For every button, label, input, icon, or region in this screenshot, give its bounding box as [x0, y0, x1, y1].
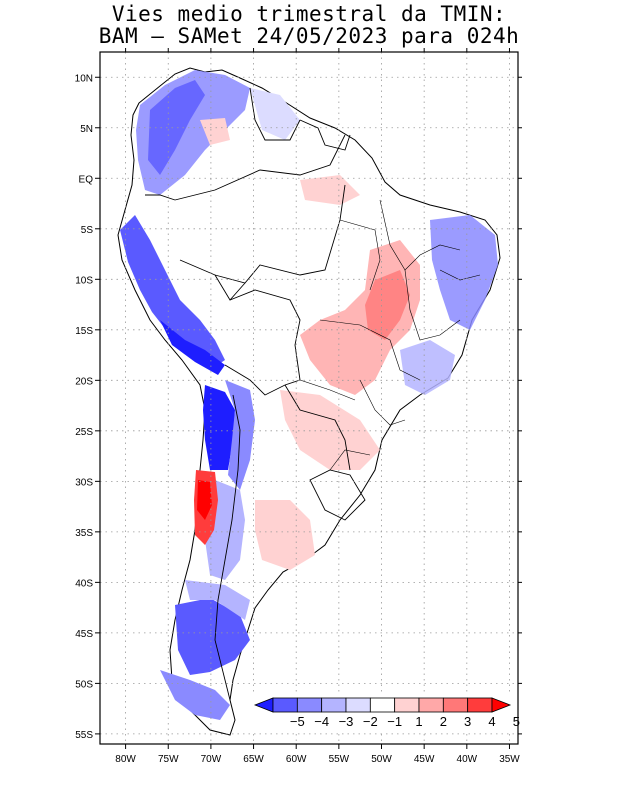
y-axis-latitude: 10N 5N EQ 5S 10S 15S 20S 25S 30S 35S 40S 45S 50S 55S	[75, 73, 522, 741]
bias-blue-peru-strong	[160, 320, 225, 375]
x-tick-label: 55W	[329, 754, 350, 765]
bias-red-chile-strong	[197, 480, 212, 520]
colorbar-segment	[345, 697, 371, 713]
y-tick-label: 10N	[75, 73, 93, 84]
x-tick-label: 35W	[499, 754, 520, 765]
colorbar-segment	[369, 697, 396, 713]
x-tick-label: 65W	[243, 754, 264, 765]
bias-red-venezuela	[200, 118, 230, 145]
bias-blue-east-brazil	[400, 340, 455, 395]
border-line	[214, 394, 241, 701]
border-line	[179, 184, 346, 284]
y-tick-label: 20S	[75, 376, 93, 387]
x-tick-label: 80W	[115, 754, 136, 765]
colorbar-label: 1	[415, 714, 422, 729]
colorbar-upper-triangle	[491, 697, 512, 713]
border-line	[284, 384, 351, 471]
border-line	[299, 119, 351, 151]
bias-blue-peru-coast	[120, 215, 225, 370]
border-line	[174, 134, 346, 201]
state-border-line	[339, 219, 381, 291]
state-border-line	[299, 379, 356, 401]
bias-red-south-brazil	[280, 390, 380, 470]
border-line	[229, 289, 301, 381]
map-gridlines	[100, 52, 518, 744]
state-border-line	[439, 269, 481, 281]
y-tick-label: 5N	[80, 124, 93, 135]
bias-blue-guyana	[250, 88, 300, 140]
bias-red-argentina-pampas	[255, 500, 315, 570]
colorbar-label: 5	[513, 714, 520, 729]
map-title-line-2: BAM – SAMet 24/05/2023 para 024h	[98, 24, 520, 48]
state-border-line	[359, 379, 406, 426]
colorbar-segment	[321, 697, 347, 713]
x-tick-label: 60W	[286, 754, 307, 765]
colorbar-segment	[394, 697, 420, 713]
colorbar-label: −3	[339, 714, 354, 729]
colorbar-label: 3	[464, 714, 471, 729]
bias-blue-patagonia-light	[185, 580, 250, 620]
colorbar-label: −4	[314, 714, 329, 729]
border-line	[145, 194, 176, 201]
bias-red-amazon-patches	[300, 175, 360, 205]
colorbar-label: −2	[363, 714, 378, 729]
colorbar-segment	[442, 697, 469, 713]
bias-blue-ne-brazil	[430, 215, 498, 330]
negative-bias-areas	[120, 70, 498, 720]
colorbar-label: 4	[488, 714, 495, 729]
x-tick-label: 45W	[414, 754, 435, 765]
colorbar-segment	[467, 697, 493, 713]
colorbar-segment	[296, 697, 323, 713]
y-tick-label: 25S	[75, 427, 93, 438]
x-tick-label: 50W	[371, 754, 392, 765]
y-tick-label: 35S	[75, 528, 93, 539]
country-borders	[145, 87, 366, 701]
y-tick-label: 10S	[75, 275, 93, 286]
y-tick-label: 50S	[75, 679, 93, 690]
border-line	[224, 364, 301, 396]
map-title-line-1: Vies medio trimestral da TMIN:	[111, 2, 507, 26]
border-line	[249, 87, 301, 141]
bias-red-central-brazil-core	[365, 270, 410, 340]
x-tick-label: 75W	[158, 754, 179, 765]
y-tick-label: 55S	[75, 730, 93, 741]
map-content	[117, 67, 501, 736]
colorbar-label: 2	[440, 714, 447, 729]
bias-blue-patagonia-south	[160, 670, 230, 720]
bias-blue-colombia-core	[148, 80, 205, 175]
y-tick-label: 30S	[75, 477, 93, 488]
colorbar-label: −5	[290, 714, 305, 729]
y-tick-label: 5S	[81, 225, 94, 236]
y-tick-label: 15S	[75, 326, 93, 337]
colorbar: −5 −4 −3 −2 −1 1 2 3 4 5	[252, 694, 520, 730]
y-tick-label: 40S	[75, 578, 93, 589]
colorbar-segment	[272, 697, 298, 713]
y-tick-label: EQ	[79, 174, 94, 185]
y-tick-label: 45S	[75, 629, 93, 640]
state-border-line	[379, 199, 461, 271]
map-frame	[99, 51, 519, 745]
state-border-line	[319, 319, 421, 381]
colorbar-segment	[418, 697, 444, 713]
x-axis-longitude: 80W 75W 70W 65W 60W 55W 50W 45W 40W 35W	[115, 48, 520, 765]
bias-blue-patagonia	[175, 598, 250, 675]
x-tick-label: 70W	[201, 754, 222, 765]
x-tick-label: 40W	[457, 754, 478, 765]
positive-bias-areas	[194, 118, 420, 570]
colorbar-label: −1	[387, 714, 402, 729]
state-border-line	[329, 449, 371, 471]
